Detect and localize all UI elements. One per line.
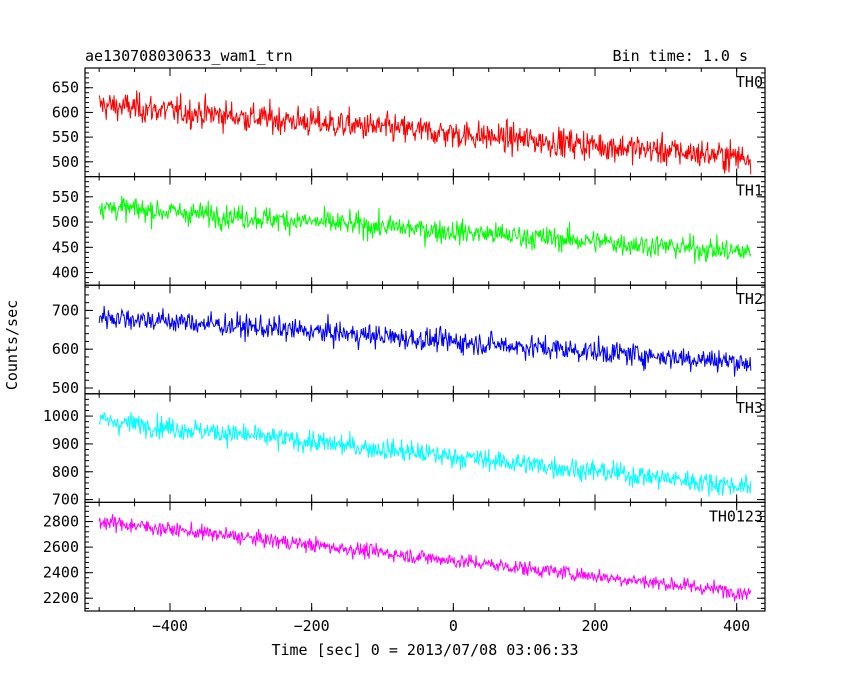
y-tick-label: 1000 bbox=[43, 407, 79, 425]
panel-th2: 500 600 700 TH2 bbox=[52, 284, 766, 397]
panel-th3: 700 800 900 1000 TH3 bbox=[43, 393, 766, 509]
y-tick-label: 700 bbox=[52, 491, 79, 509]
series-line-th0 bbox=[98, 90, 752, 175]
series-name-label: TH0 bbox=[736, 73, 763, 91]
series-line-th1 bbox=[98, 195, 752, 264]
panel-frame bbox=[84, 393, 766, 503]
y-tick-label: 650 bbox=[52, 79, 79, 97]
y-tick-label: 800 bbox=[52, 463, 79, 481]
y-tick-label: 700 bbox=[52, 301, 79, 319]
x-tick-label: 400 bbox=[723, 617, 750, 635]
series-name-label: TH1 bbox=[736, 182, 763, 200]
y-tick-label: 2800 bbox=[43, 513, 79, 531]
panel-frame bbox=[84, 501, 766, 612]
y-tick-label: 2200 bbox=[43, 589, 79, 607]
chart-title: ae130708030633_wam1_trn bbox=[85, 47, 293, 65]
series-name-label: TH2 bbox=[736, 290, 763, 308]
y-tick-label: 450 bbox=[52, 238, 79, 256]
y-tick-label: 550 bbox=[52, 128, 79, 146]
y-tick-label: 500 bbox=[52, 213, 79, 231]
series-line-th3 bbox=[98, 412, 752, 497]
y-tick-label: 550 bbox=[52, 188, 79, 206]
series-line-th0123 bbox=[98, 514, 752, 602]
y-axis-label: Counts/sec bbox=[3, 300, 21, 390]
x-tick-label: 0 bbox=[449, 617, 458, 635]
panel-th0123: 2200 2400 2600 2800 TH0123 bbox=[43, 501, 766, 612]
series-name-label: TH0123 bbox=[709, 507, 763, 525]
y-tick-label: 600 bbox=[52, 340, 79, 358]
x-tick-label: −400 bbox=[152, 617, 188, 635]
y-tick-label: 500 bbox=[52, 379, 79, 397]
y-tick-label: 600 bbox=[52, 103, 79, 121]
series-name-label: TH3 bbox=[736, 399, 763, 417]
series-line-th2 bbox=[98, 305, 752, 377]
x-tick-label: 200 bbox=[581, 617, 608, 635]
chart-subtitle: Bin time: 1.0 s bbox=[613, 47, 748, 65]
panel-frame bbox=[84, 176, 766, 286]
panels-group: 500 550 600 650 TH0 400 450 500 550 TH1 500 600 700 T… bbox=[43, 67, 766, 635]
x-axis-label: Time [sec] 0 = 2013/07/08 03:06:33 bbox=[271, 641, 578, 659]
panel-th0: 500 550 600 650 TH0 bbox=[52, 67, 766, 178]
y-tick-label: 900 bbox=[52, 435, 79, 453]
y-tick-label: 400 bbox=[52, 264, 79, 282]
y-tick-label: 2400 bbox=[43, 564, 79, 582]
y-tick-label: 500 bbox=[52, 153, 79, 171]
y-tick-label: 2600 bbox=[43, 538, 79, 556]
panel-th1: 400 450 500 550 TH1 bbox=[52, 176, 766, 286]
x-tick-label: −200 bbox=[294, 617, 330, 635]
